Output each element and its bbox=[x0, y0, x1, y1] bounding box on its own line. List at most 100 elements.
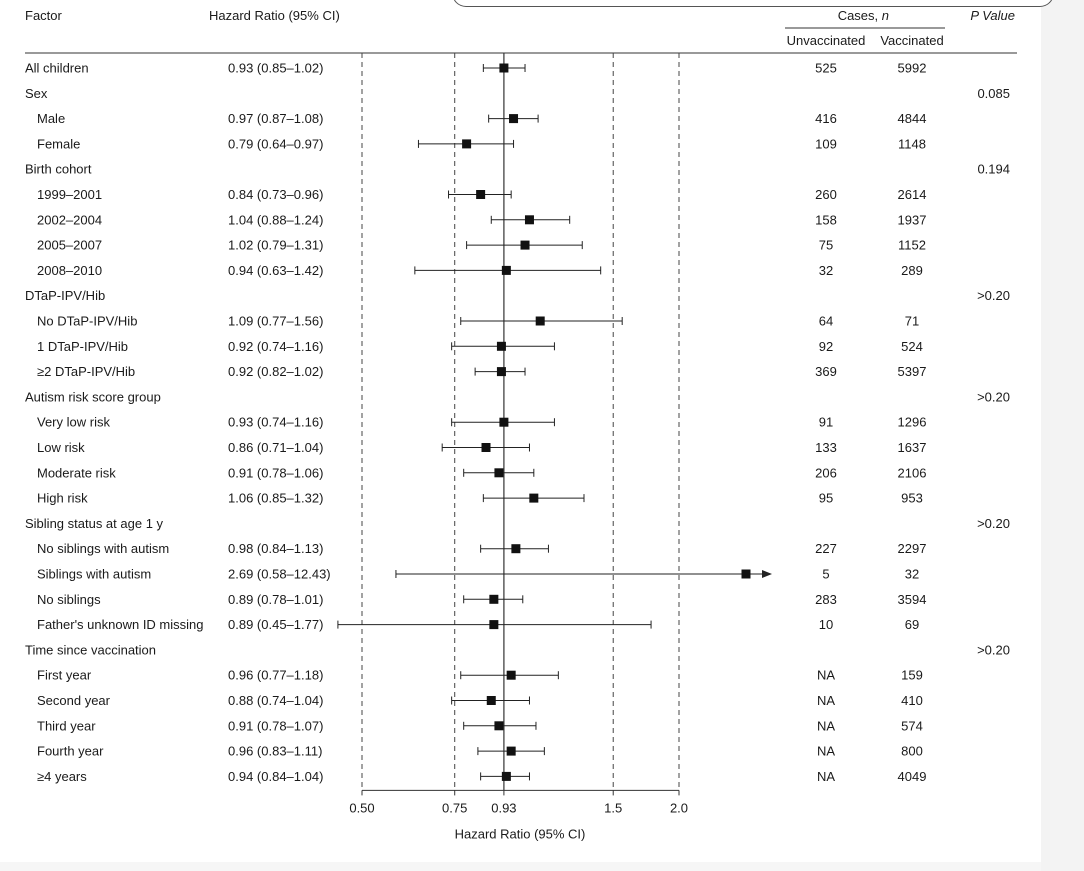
row-label: Low risk bbox=[37, 440, 85, 455]
point-estimate bbox=[494, 468, 504, 478]
row-label: Sex bbox=[25, 86, 48, 101]
table-row: No DTaP-IPV/Hib 1.09 (0.77–1.56) 64 71 bbox=[37, 314, 919, 329]
header-hazard-ratio: Hazard Ratio (95% CI) bbox=[209, 8, 340, 23]
table-row: Time since vaccination >0.20 bbox=[25, 642, 1010, 657]
row-vaccinated-cases: 2106 bbox=[898, 465, 927, 480]
row-p-value: >0.20 bbox=[977, 642, 1010, 657]
row-label: Fourth year bbox=[37, 744, 104, 759]
row-hr-text: 0.91 (0.78–1.06) bbox=[228, 465, 323, 480]
row-hr-text: 0.91 (0.78–1.07) bbox=[228, 718, 323, 733]
row-vaccinated-cases: 5992 bbox=[898, 61, 927, 76]
row-label: 2005–2007 bbox=[37, 238, 102, 253]
row-label: Male bbox=[37, 111, 65, 126]
point-estimate bbox=[476, 190, 486, 199]
row-label: Moderate risk bbox=[37, 465, 116, 480]
row-unvaccinated-cases: 206 bbox=[815, 465, 837, 480]
row-label: Second year bbox=[37, 693, 111, 708]
row-label: 1999–2001 bbox=[37, 187, 102, 202]
row-vaccinated-cases: 1148 bbox=[898, 136, 926, 151]
table-row: No siblings with autism 0.98 (0.84–1.13) 2… bbox=[37, 541, 926, 556]
table-row: Father's unknown ID missing 0.89 (0.45–1.… bbox=[37, 617, 919, 632]
table-row: Very low risk 0.93 (0.74–1.16) 91 1296 bbox=[37, 415, 926, 430]
row-label: Siblings with autism bbox=[37, 567, 151, 582]
table-row: Third year 0.91 (0.78–1.07) NA 574 bbox=[37, 718, 923, 733]
row-hr-text: 1.04 (0.88–1.24) bbox=[228, 212, 323, 227]
point-estimate bbox=[506, 670, 516, 680]
row-label: No DTaP-IPV/Hib bbox=[37, 314, 137, 329]
row-unvaccinated-cases: 227 bbox=[815, 541, 837, 556]
scrollbar-track[interactable] bbox=[1041, 0, 1084, 871]
row-hr-text: 0.89 (0.78–1.01) bbox=[228, 592, 323, 607]
table-row: First year 0.96 (0.77–1.18) NA 159 bbox=[37, 668, 923, 683]
row-unvaccinated-cases: 133 bbox=[815, 440, 837, 455]
row-vaccinated-cases: 71 bbox=[905, 314, 919, 329]
row-unvaccinated-cases: 283 bbox=[815, 592, 837, 607]
row-p-value: >0.20 bbox=[977, 288, 1010, 303]
row-hr-text: 0.93 (0.74–1.16) bbox=[228, 415, 323, 430]
row-unvaccinated-cases: 10 bbox=[819, 617, 833, 632]
row-p-value: >0.20 bbox=[977, 516, 1010, 531]
header-p-value: P Value bbox=[970, 8, 1015, 23]
row-vaccinated-cases: 69 bbox=[905, 617, 919, 632]
table-row: 2005–2007 1.02 (0.79–1.31) 75 1152 bbox=[37, 238, 926, 253]
row-unvaccinated-cases: 416 bbox=[815, 111, 837, 126]
row-unvaccinated-cases: 525 bbox=[815, 61, 837, 76]
table-row: 2008–2010 0.94 (0.63–1.42) 32 289 bbox=[37, 263, 923, 278]
rows: All children 0.93 (0.85–1.02) 525 5992 Sex 0.… bbox=[25, 61, 1010, 784]
row-unvaccinated-cases: 75 bbox=[819, 238, 833, 253]
row-vaccinated-cases: 953 bbox=[901, 491, 923, 506]
x-tick-label: 2.0 bbox=[670, 800, 688, 815]
row-vaccinated-cases: 1937 bbox=[898, 212, 927, 227]
table-row: Second year 0.88 (0.74–1.04) NA 410 bbox=[37, 693, 923, 708]
header-vaccinated: Vaccinated bbox=[880, 33, 943, 48]
row-unvaccinated-cases: 95 bbox=[819, 491, 833, 506]
row-vaccinated-cases: 1637 bbox=[898, 440, 927, 455]
point-estimate bbox=[494, 721, 504, 731]
point-estimate bbox=[741, 569, 751, 579]
row-hr-text: 0.86 (0.71–1.04) bbox=[228, 440, 323, 455]
row-hr-text: 0.97 (0.87–1.08) bbox=[228, 111, 323, 126]
point-estimate bbox=[489, 594, 499, 604]
row-hr-text: 0.94 (0.63–1.42) bbox=[228, 263, 323, 278]
row-label: All children bbox=[25, 61, 89, 76]
point-estimate bbox=[520, 240, 530, 250]
table-row: Sex 0.085 bbox=[25, 86, 1010, 101]
ci-arrow bbox=[762, 570, 772, 578]
row-vaccinated-cases: 3594 bbox=[898, 592, 927, 607]
point-estimate bbox=[499, 63, 509, 73]
point-estimate bbox=[481, 443, 491, 452]
row-label: ≥4 years bbox=[37, 769, 87, 784]
row-p-value: >0.20 bbox=[977, 389, 1010, 404]
row-label: DTaP-IPV/Hib bbox=[25, 288, 105, 303]
row-label: No siblings with autism bbox=[37, 541, 169, 556]
row-unvaccinated-cases: NA bbox=[817, 769, 835, 784]
table-row: Fourth year 0.96 (0.83–1.11) NA 800 bbox=[37, 744, 923, 759]
row-unvaccinated-cases: 91 bbox=[819, 415, 833, 430]
row-vaccinated-cases: 289 bbox=[901, 263, 923, 278]
row-label: 1 DTaP-IPV/Hib bbox=[37, 339, 128, 354]
row-label: 2002–2004 bbox=[37, 212, 102, 227]
row-hr-text: 0.92 (0.74–1.16) bbox=[228, 339, 323, 354]
x-tick-label: 0.93 bbox=[491, 800, 516, 815]
row-unvaccinated-cases: NA bbox=[817, 668, 835, 683]
point-estimate bbox=[535, 316, 545, 326]
point-estimate bbox=[524, 215, 534, 225]
table-row: Male 0.97 (0.87–1.08) 416 4844 bbox=[37, 111, 926, 126]
table-row: Sibling status at age 1 y >0.20 bbox=[25, 516, 1010, 531]
row-label: Time since vaccination bbox=[25, 642, 156, 657]
row-unvaccinated-cases: NA bbox=[817, 718, 835, 733]
table-row: Female 0.79 (0.64–0.97) 109 1148 bbox=[37, 136, 926, 151]
x-tick-label: 0.50 bbox=[349, 800, 374, 815]
point-estimate bbox=[511, 544, 521, 554]
row-hr-text: 0.98 (0.84–1.13) bbox=[228, 541, 323, 556]
table-row: Siblings with autism 2.69 (0.58–12.43) 5 32 bbox=[37, 567, 919, 582]
row-unvaccinated-cases: 369 bbox=[815, 364, 837, 379]
row-label: Third year bbox=[37, 718, 96, 733]
row-label: Birth cohort bbox=[25, 162, 92, 177]
point-estimate bbox=[501, 771, 511, 781]
row-vaccinated-cases: 4049 bbox=[898, 769, 927, 784]
row-hr-text: 0.92 (0.82–1.02) bbox=[228, 364, 323, 379]
row-hr-text: 0.88 (0.74–1.04) bbox=[228, 693, 323, 708]
table-row: 2002–2004 1.04 (0.88–1.24) 158 1937 bbox=[37, 212, 926, 227]
row-label: Female bbox=[37, 136, 80, 151]
